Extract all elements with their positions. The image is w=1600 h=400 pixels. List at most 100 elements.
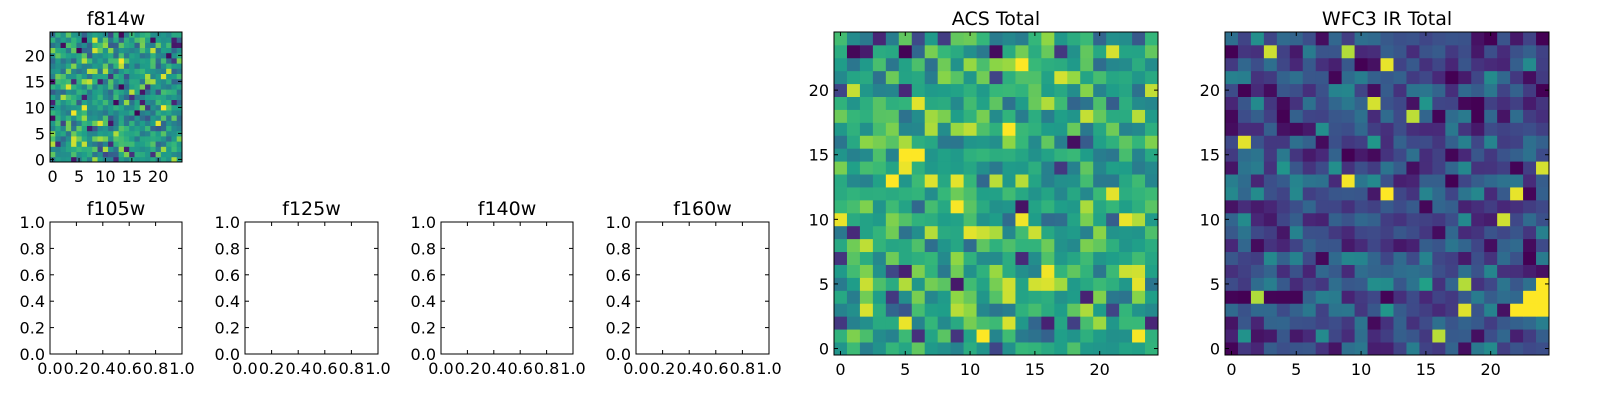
heatmap-cell [1354,109,1368,123]
heatmap-cell [1367,96,1381,110]
heatmap-cell [1067,135,1081,149]
heatmap-cell [1445,303,1459,317]
heatmap-cell [859,122,874,136]
heatmap-cell [92,73,98,80]
heatmap-cell [1419,277,1433,291]
heatmap-cell [1393,70,1407,85]
heatmap-cell [1445,70,1459,85]
heatmap-cell [113,110,120,116]
heatmap-cell [1458,225,1472,240]
heatmap-cell [1432,148,1446,162]
heatmap-cell [102,58,109,64]
heatmap-cell [885,199,900,214]
heatmap-cell [55,84,61,90]
heatmap-cell [1132,109,1146,123]
heatmap-cell [155,141,162,147]
heatmap-cell [1328,57,1343,72]
heatmap-cell [898,212,913,227]
heatmap-cell [976,83,990,97]
heatmap-cell [97,89,104,95]
heatmap-cell [963,148,977,162]
axes-background [441,222,573,354]
heatmap-cell [1276,83,1291,97]
heatmap-cell [71,58,77,64]
heatmap-cell [963,57,977,72]
heatmap-cell [60,104,67,111]
heatmap-cell [976,44,990,59]
heatmap-cell [134,68,141,74]
heatmap-cell [834,161,848,175]
heatmap-cell [1380,342,1394,356]
heatmap-cell [1406,96,1420,110]
heatmap-cell [171,37,178,43]
heatmap-cell [150,120,156,126]
heatmap-cell [872,238,887,253]
heatmap-cell [872,174,887,188]
heatmap-cell [1367,264,1381,278]
heatmap-cell [160,104,167,111]
heatmap-cell [1393,238,1407,253]
heatmap-cell [898,264,913,278]
heatmap-cell [1263,329,1278,343]
heatmap-cell [176,37,183,43]
heatmap-cell [963,135,977,149]
heatmap-cell [139,42,146,48]
heatmap-cell [123,84,130,90]
heatmap-cell [1484,329,1498,343]
heatmap-cell [1080,329,1094,343]
heatmap-cell [976,303,990,317]
heatmap-cell [1315,83,1330,97]
heatmap-cell [118,125,125,132]
heatmap-cell [1354,290,1368,304]
heatmap-cell [834,290,848,304]
heatmap-cell [1471,238,1485,253]
heatmap-cell [1067,32,1081,46]
heatmap-cell [139,125,146,132]
heatmap-cell [1093,161,1107,175]
heatmap-cell [1419,303,1433,317]
heatmap-cell [50,63,56,69]
heatmap-cell [1106,199,1120,214]
heatmap-cell [911,32,926,46]
heatmap-cell [1132,303,1146,317]
y-tick-label: 5 [35,124,45,143]
heatmap-cell [92,94,98,100]
heatmap-cell [1119,251,1133,265]
heatmap-cell [859,135,874,149]
heatmap-cell [108,89,114,95]
heatmap-cell [1432,264,1446,278]
heatmap-cell [989,225,1003,240]
heatmap-cell [1015,83,1029,97]
heatmap-cell [113,58,120,64]
heatmap-cell [171,47,178,54]
heatmap-cell [1276,96,1291,110]
heatmap-cell [65,156,72,163]
heatmap-cell [1015,109,1029,123]
heatmap-cell [50,73,56,80]
heatmap-cell [55,125,61,132]
heatmap-cell [92,37,98,43]
heatmap-cell [166,141,172,147]
heatmap-cell [1302,161,1317,175]
heatmap-cell [1523,187,1537,201]
heatmap-cell [1445,329,1459,343]
heatmap-cell [81,110,88,116]
heatmap-cell [1315,135,1330,149]
heatmap-cell [1510,174,1524,188]
heatmap-cell [86,104,93,111]
heatmap-cell [911,57,926,72]
heatmap-cell [71,110,77,116]
heatmap-cell [145,110,151,116]
heatmap-cell [1471,225,1485,240]
heatmap-cell [1015,135,1029,149]
heatmap-cell [872,212,887,227]
heatmap-cell [1119,199,1133,214]
heatmap-cell [76,99,83,106]
heatmap-cell [176,63,183,69]
heatmap-cell [176,84,183,90]
heatmap-cell [1523,174,1537,188]
heatmap-cell [1445,212,1459,227]
heatmap-cell [1145,70,1159,85]
heatmap-cell [118,58,125,64]
heatmap-cell [1302,187,1317,201]
